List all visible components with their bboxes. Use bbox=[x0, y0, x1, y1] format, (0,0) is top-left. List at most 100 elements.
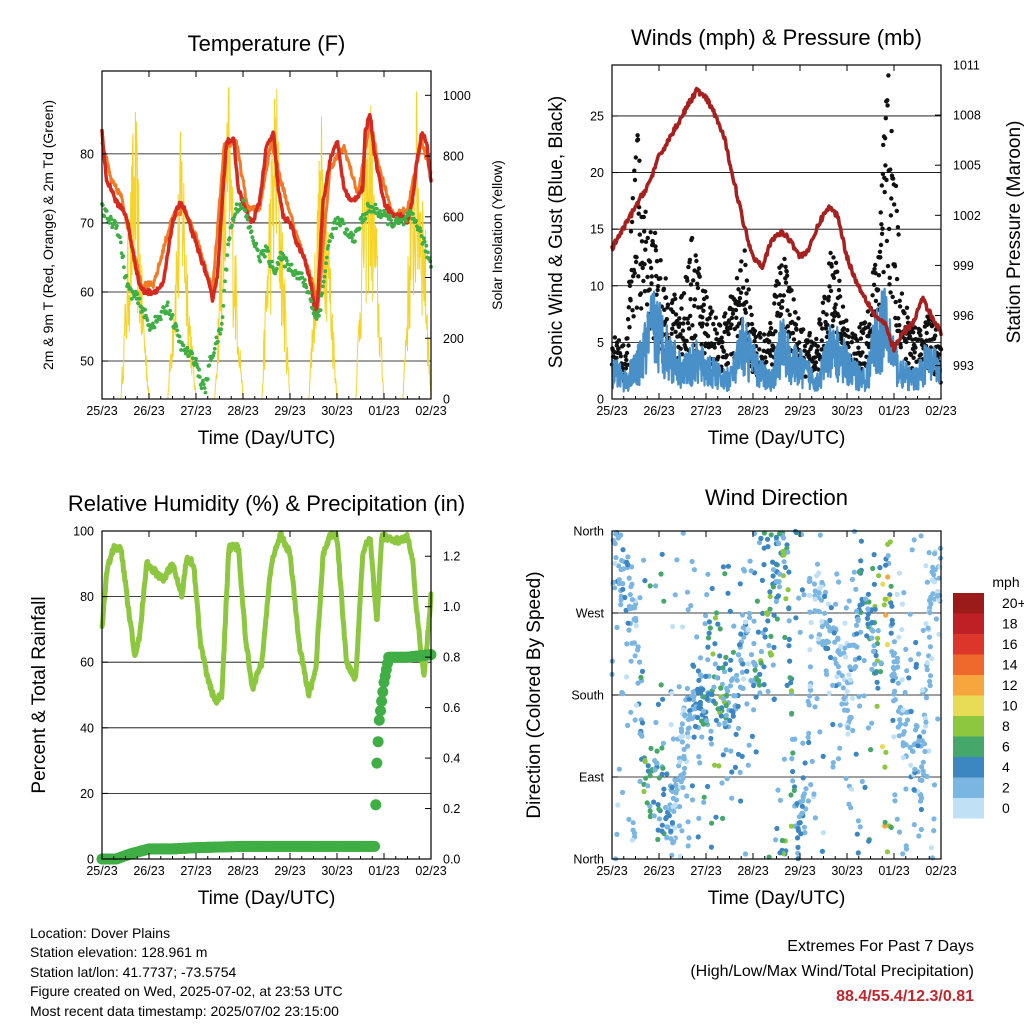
direction-point bbox=[705, 571, 711, 577]
direction-point bbox=[891, 734, 897, 740]
direction-point bbox=[918, 826, 925, 833]
direction-point bbox=[789, 756, 795, 762]
direction-point bbox=[928, 601, 934, 607]
direction-point bbox=[715, 621, 721, 627]
x-tick-label: 01/23 bbox=[878, 404, 909, 418]
direction-point bbox=[781, 535, 787, 541]
direction-point bbox=[848, 805, 854, 811]
direction-point bbox=[834, 674, 840, 680]
gust-point bbox=[816, 367, 821, 372]
direction-point bbox=[820, 753, 826, 760]
direction-point bbox=[786, 636, 792, 643]
direction-point bbox=[631, 830, 638, 836]
direction-point bbox=[612, 561, 618, 567]
direction-point bbox=[915, 743, 921, 749]
dewpoint-point bbox=[224, 267, 229, 272]
gust-point bbox=[778, 270, 783, 276]
dewpoint-point bbox=[113, 220, 118, 225]
direction-point bbox=[723, 654, 729, 661]
direction-point bbox=[903, 786, 909, 792]
dewpoint-point bbox=[234, 202, 239, 207]
direction-point bbox=[614, 624, 620, 631]
direction-point bbox=[648, 745, 654, 752]
station-latlon: Station lat/lon: 41.7737; -73.5754 bbox=[30, 963, 237, 980]
gust-point bbox=[665, 302, 671, 307]
direction-point bbox=[676, 763, 682, 769]
direction-point bbox=[862, 784, 868, 791]
direction-point bbox=[823, 645, 829, 652]
direction-point bbox=[855, 818, 862, 824]
legend-swatch bbox=[953, 695, 984, 716]
dewpoint-point bbox=[143, 307, 148, 312]
gust-point bbox=[686, 326, 692, 331]
direction-point bbox=[853, 586, 859, 592]
gust-point bbox=[837, 294, 843, 299]
direction-point bbox=[856, 694, 862, 700]
dewpoint-point bbox=[310, 306, 315, 311]
gust-point bbox=[813, 360, 819, 365]
direction-point bbox=[616, 581, 622, 587]
direction-point bbox=[651, 799, 657, 805]
dewpoint-point bbox=[418, 229, 423, 234]
gust-point bbox=[641, 214, 646, 220]
direction-point bbox=[859, 778, 865, 785]
x-tick-label: 26/23 bbox=[133, 404, 164, 418]
gust-point bbox=[881, 269, 886, 275]
direction-point bbox=[668, 828, 674, 834]
gust-point bbox=[643, 247, 648, 252]
gust-point bbox=[662, 307, 667, 312]
direction-point bbox=[731, 623, 737, 629]
gust-point bbox=[627, 283, 633, 288]
direction-point bbox=[658, 571, 664, 577]
direction-point bbox=[790, 768, 796, 775]
direction-point bbox=[895, 664, 901, 670]
dewpoint-point bbox=[266, 249, 270, 253]
gust-point bbox=[623, 366, 629, 371]
direction-point bbox=[934, 593, 941, 599]
direction-point bbox=[807, 687, 814, 693]
direction-point bbox=[895, 680, 901, 686]
gust-point bbox=[924, 338, 929, 343]
direction-point bbox=[774, 616, 780, 622]
dewpoint-point bbox=[258, 259, 263, 264]
dewpoint-point bbox=[251, 238, 256, 243]
direction-point bbox=[680, 784, 686, 791]
rainfall-point bbox=[371, 757, 383, 769]
gust-point bbox=[885, 263, 891, 269]
dewpoint-point bbox=[233, 212, 238, 217]
gust-point bbox=[878, 242, 884, 248]
direction-point bbox=[716, 763, 722, 769]
direction-point bbox=[655, 836, 661, 843]
direction-point bbox=[920, 759, 926, 765]
y2-tick-label: 1008 bbox=[953, 109, 981, 123]
gust-point bbox=[918, 333, 923, 338]
direction-point bbox=[762, 634, 768, 640]
direction-point bbox=[685, 819, 691, 825]
direction-point bbox=[865, 611, 871, 617]
extremes-box: Extremes For Past 7 Days (High/Low/Max W… bbox=[690, 934, 974, 1009]
gust-point bbox=[887, 275, 892, 280]
direction-point bbox=[695, 834, 701, 840]
direction-point bbox=[704, 592, 710, 598]
direction-point bbox=[720, 665, 726, 671]
direction-point bbox=[626, 627, 632, 633]
direction-point bbox=[681, 770, 687, 777]
direction-point bbox=[918, 533, 924, 539]
direction-point bbox=[668, 722, 674, 728]
gust-point bbox=[872, 266, 877, 272]
y-tick-label: 60 bbox=[80, 656, 94, 670]
gust-point bbox=[815, 344, 820, 349]
gust-point bbox=[820, 300, 826, 305]
gust-point bbox=[693, 333, 698, 338]
gust-point bbox=[877, 249, 883, 254]
x-tick-label: 27/23 bbox=[180, 404, 211, 418]
direction-point bbox=[913, 661, 920, 668]
direction-point bbox=[745, 627, 751, 633]
direction-point bbox=[749, 733, 756, 740]
gust-point bbox=[696, 266, 702, 271]
direction-point bbox=[708, 735, 714, 742]
gust-point bbox=[677, 316, 682, 321]
direction-point bbox=[737, 684, 744, 690]
gust-point bbox=[768, 320, 773, 326]
direction-point bbox=[690, 689, 696, 695]
